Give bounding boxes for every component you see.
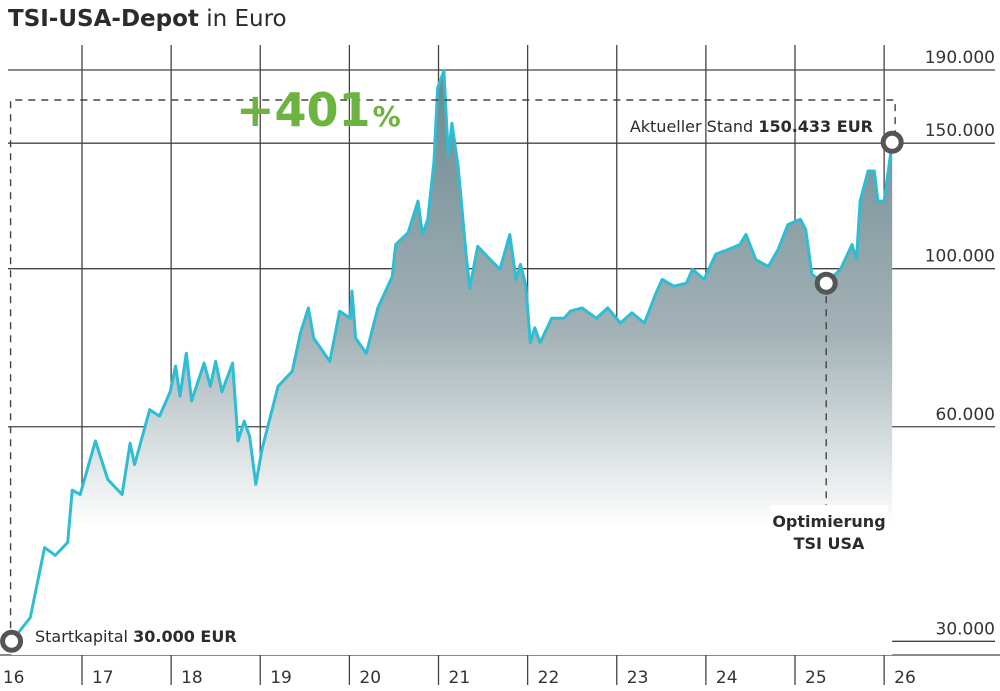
start-label: Startkapital xyxy=(35,627,128,646)
line xyxy=(10,69,894,643)
x-tick-label: 26 xyxy=(894,668,916,688)
x-tick-label: 24 xyxy=(716,668,738,688)
x-tick-label: 21 xyxy=(449,668,471,688)
title-main: TSI-USA-Depot xyxy=(8,6,199,32)
gain-unit: % xyxy=(373,100,401,133)
end-value: 150.433 EUR xyxy=(758,117,873,136)
x-tick-label: 22 xyxy=(538,668,560,688)
start-annotation: Startkapital 30.000 EUR xyxy=(35,627,237,646)
optimization-line1: Optimierung xyxy=(772,512,885,531)
y-tick-label: 100.000 xyxy=(925,247,995,267)
annotation-background xyxy=(770,505,888,555)
end-annotation: Aktueller Stand 150.433 EUR xyxy=(630,117,873,136)
guide-dashed xyxy=(9,99,896,642)
markers xyxy=(0,130,904,653)
area-fill xyxy=(11,71,893,655)
end-label: Aktueller Stand xyxy=(630,117,753,136)
x-tick-label: 16 xyxy=(3,668,25,688)
y-tick-label: 190.000 xyxy=(925,48,995,68)
x-tick-label: 19 xyxy=(270,668,292,688)
start-value: 30.000 EUR xyxy=(133,627,237,646)
x-tick-label: 17 xyxy=(92,668,114,688)
plot xyxy=(9,69,896,655)
y-tick-label: 60.000 xyxy=(936,405,995,425)
y-tick-label: 30.000 xyxy=(936,619,995,639)
x-tick-label: 18 xyxy=(181,668,203,688)
point-marker xyxy=(814,271,838,295)
x-tick-label: 20 xyxy=(359,668,381,688)
gain-number: +401 xyxy=(236,83,371,137)
point-marker xyxy=(880,130,904,154)
gain-label: +401% xyxy=(236,83,401,137)
point-marker xyxy=(0,629,24,653)
y-tick-label: 150.000 xyxy=(925,121,995,141)
x-tick-label: 23 xyxy=(627,668,649,688)
title-suffix: in Euro xyxy=(206,6,286,32)
x-tick-label: 25 xyxy=(805,668,827,688)
title: TSI-USA-Depot in Euro xyxy=(8,6,287,32)
optimization-line2: TSI USA xyxy=(794,534,865,553)
